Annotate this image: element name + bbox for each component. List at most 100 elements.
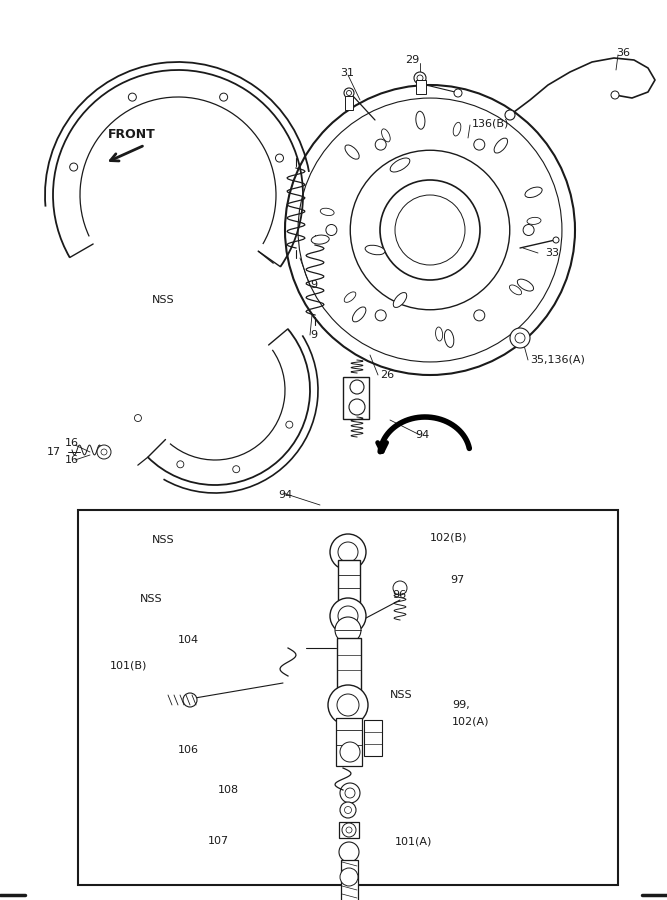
Circle shape (340, 783, 360, 803)
Circle shape (97, 445, 111, 459)
Circle shape (340, 802, 356, 818)
Bar (336, 718, 362, 766)
Text: 102(A): 102(A) (452, 716, 490, 726)
Ellipse shape (444, 329, 454, 347)
Ellipse shape (382, 129, 390, 142)
Ellipse shape (365, 245, 385, 255)
Circle shape (328, 685, 368, 725)
Text: 16: 16 (65, 438, 79, 448)
Text: 17: 17 (47, 447, 61, 457)
Text: 16: 16 (65, 455, 79, 465)
Circle shape (338, 606, 358, 626)
Circle shape (553, 237, 559, 243)
Circle shape (330, 598, 366, 634)
Text: NSS: NSS (390, 690, 413, 700)
Circle shape (337, 694, 359, 716)
Circle shape (101, 449, 107, 455)
Circle shape (345, 788, 355, 798)
Ellipse shape (510, 285, 522, 295)
Circle shape (286, 421, 293, 428)
Circle shape (350, 380, 364, 394)
Ellipse shape (320, 208, 334, 215)
Ellipse shape (527, 218, 541, 224)
Circle shape (510, 328, 530, 348)
Text: 104: 104 (178, 635, 199, 645)
Bar (343, 377, 369, 419)
Circle shape (474, 140, 485, 150)
Text: 26: 26 (380, 370, 394, 380)
Circle shape (340, 742, 360, 762)
Bar (339, 822, 359, 838)
Text: 107: 107 (208, 836, 229, 846)
Circle shape (376, 140, 386, 150)
Ellipse shape (416, 112, 425, 130)
Circle shape (611, 91, 619, 99)
Bar (338, 560, 360, 610)
Circle shape (335, 617, 361, 643)
Text: 9: 9 (310, 280, 317, 290)
Circle shape (69, 163, 77, 171)
Circle shape (505, 110, 515, 120)
Circle shape (346, 827, 352, 833)
Circle shape (298, 98, 562, 362)
Bar (364, 720, 382, 756)
Text: 94: 94 (415, 430, 430, 440)
Circle shape (135, 415, 141, 421)
Bar (345, 96, 353, 110)
Ellipse shape (525, 187, 542, 197)
Circle shape (523, 224, 534, 236)
Circle shape (344, 806, 352, 814)
Circle shape (349, 399, 365, 415)
Text: 33: 33 (545, 248, 559, 258)
Circle shape (339, 842, 359, 862)
Circle shape (350, 150, 510, 310)
Circle shape (219, 93, 227, 101)
Text: 136(B): 136(B) (472, 118, 510, 128)
Ellipse shape (311, 235, 329, 244)
Text: 106: 106 (178, 745, 199, 755)
Circle shape (346, 91, 352, 95)
Circle shape (395, 195, 465, 265)
Text: 29: 29 (405, 55, 420, 65)
Circle shape (326, 224, 337, 236)
Circle shape (233, 465, 239, 472)
Ellipse shape (344, 292, 356, 302)
Ellipse shape (494, 138, 508, 153)
Ellipse shape (345, 145, 360, 159)
Text: 36: 36 (616, 48, 630, 58)
Text: 97: 97 (450, 575, 464, 585)
Circle shape (393, 581, 407, 595)
Circle shape (183, 693, 197, 707)
Circle shape (344, 88, 354, 98)
Bar (78, 510, 618, 885)
Circle shape (454, 89, 462, 97)
Text: FRONT: FRONT (108, 128, 156, 141)
Text: 102(B): 102(B) (430, 532, 468, 542)
Circle shape (414, 72, 426, 84)
Text: 94: 94 (278, 490, 292, 500)
Circle shape (515, 333, 525, 343)
Circle shape (330, 534, 366, 570)
Text: 99,: 99, (452, 700, 470, 710)
Circle shape (342, 823, 356, 837)
Circle shape (340, 868, 358, 886)
Text: 35,136(A): 35,136(A) (530, 355, 585, 365)
Circle shape (285, 85, 575, 375)
Circle shape (380, 180, 480, 280)
Text: 101(B): 101(B) (110, 660, 147, 670)
Circle shape (417, 75, 423, 81)
Ellipse shape (394, 292, 407, 308)
Ellipse shape (518, 279, 534, 291)
Text: NSS: NSS (152, 535, 175, 545)
Bar (337, 638, 361, 698)
Circle shape (338, 542, 358, 562)
Circle shape (474, 310, 485, 321)
Text: 108: 108 (218, 785, 239, 795)
Text: 96: 96 (392, 590, 406, 600)
Bar (341, 860, 358, 900)
Bar (416, 80, 426, 94)
Ellipse shape (453, 122, 461, 136)
Ellipse shape (352, 307, 366, 322)
Text: 9: 9 (310, 330, 317, 340)
Circle shape (376, 310, 386, 321)
